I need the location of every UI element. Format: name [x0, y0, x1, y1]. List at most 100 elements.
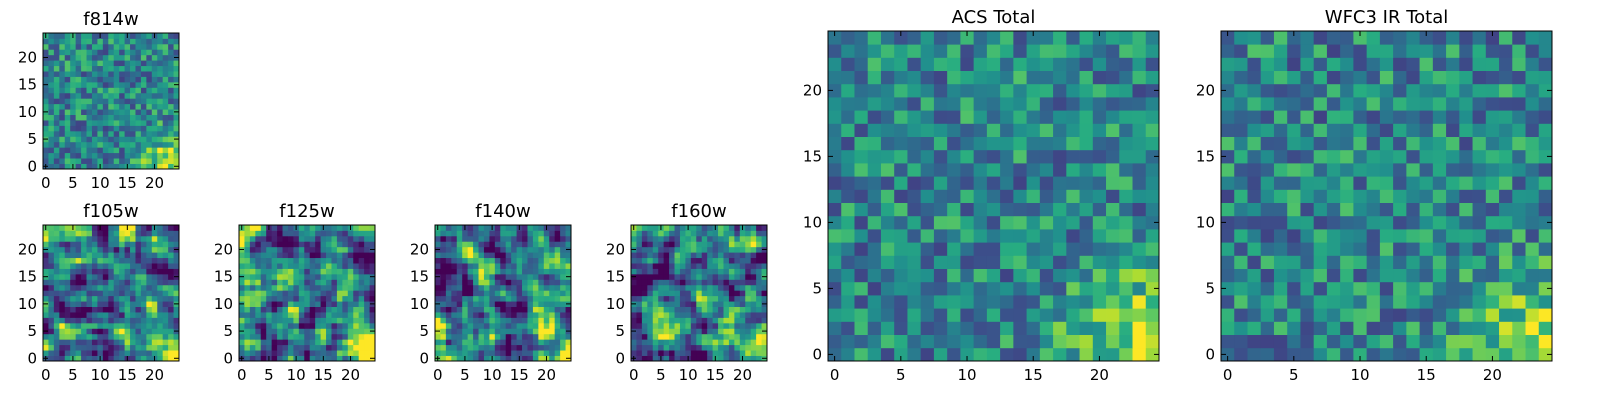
- heatmap-cell: [48, 344, 55, 351]
- heatmap-cell: [48, 339, 55, 346]
- heatmap-cell: [244, 279, 251, 286]
- heatmap-cell: [135, 163, 142, 170]
- heatmap-cell: [1472, 176, 1487, 190]
- heatmap-cell: [1013, 97, 1027, 111]
- heatmap-cell: [119, 152, 125, 159]
- heatmap-cell: [1221, 110, 1235, 124]
- heatmap-cell: [59, 241, 66, 248]
- heatmap-cell: [151, 252, 158, 259]
- heatmap-cell: [86, 273, 93, 280]
- heatmap-cell: [451, 241, 458, 248]
- heatmap-cell: [445, 246, 452, 253]
- heatmap-cell: [1234, 110, 1248, 124]
- heatmap-cell: [108, 355, 115, 362]
- heatmap-cell: [304, 295, 311, 302]
- heatmap-cell: [511, 322, 517, 329]
- heatmap-cell: [532, 301, 539, 307]
- heatmap-cell: [960, 44, 975, 58]
- heatmap-cell: [636, 290, 643, 297]
- heatmap-cell: [435, 230, 441, 237]
- heatmap-cell: [538, 333, 545, 340]
- heatmap-cell: [1247, 215, 1262, 230]
- heatmap-cell: [1273, 136, 1288, 151]
- heatmap-cell: [500, 301, 507, 307]
- heatmap-cell: [70, 81, 77, 88]
- heatmap-cell: [140, 76, 147, 83]
- heatmap-cell: [130, 328, 136, 335]
- heatmap-cell: [652, 312, 659, 318]
- heatmap-cell: [456, 295, 463, 302]
- heatmap-cell: [309, 333, 316, 340]
- heatmap-cell: [947, 163, 961, 177]
- heatmap-cell: [331, 333, 338, 340]
- heatmap-cell: [97, 344, 104, 351]
- heatmap-cell: [64, 279, 71, 286]
- heatmap-cell: [157, 263, 164, 269]
- heatmap-cell: [483, 263, 490, 269]
- heatmap-cell: [1039, 308, 1054, 322]
- heatmap-cell: [140, 350, 147, 356]
- heatmap-cell: [734, 263, 741, 269]
- heatmap-cell: [1013, 334, 1027, 349]
- heatmap-cell: [1247, 308, 1262, 322]
- heatmap-cell: [1340, 334, 1354, 349]
- heatmap-cell: [304, 279, 311, 286]
- heatmap-cell: [456, 268, 463, 275]
- heatmap-cell: [560, 279, 566, 286]
- heatmap-cell: [81, 263, 87, 269]
- heatmap-cell: [679, 241, 686, 248]
- heatmap-cell: [53, 339, 60, 346]
- heatmap-cell: [162, 339, 169, 346]
- heatmap-cell: [315, 350, 321, 356]
- heatmap-cell: [456, 344, 463, 351]
- heatmap-cell: [1247, 163, 1262, 177]
- heatmap-cell: [669, 252, 675, 259]
- heatmap-cell: [445, 350, 452, 356]
- heatmap-cell: [933, 202, 948, 217]
- heatmap-cell: [140, 141, 147, 148]
- heatmap-cell: [309, 246, 316, 253]
- heatmap-cell: [1300, 83, 1315, 98]
- heatmap-cell: [707, 273, 713, 280]
- heatmap-cell: [1538, 57, 1553, 71]
- heatmap-cell: [70, 76, 77, 83]
- heatmap-cell: [1026, 215, 1041, 230]
- heatmap-cell: [1273, 176, 1288, 190]
- heatmap-cell: [854, 281, 869, 296]
- heatmap-cell: [81, 81, 87, 88]
- heatmap-cell: [102, 76, 109, 83]
- heatmap-cell: [298, 328, 305, 335]
- heatmap-cell: [554, 279, 561, 286]
- heatmap-cell: [641, 246, 648, 253]
- heatmap-cell: [140, 257, 147, 264]
- heatmap-cell: [81, 87, 87, 94]
- heatmap-cell: [364, 225, 370, 231]
- heatmap-cell: [560, 306, 566, 313]
- heatmap-cell: [1039, 334, 1054, 349]
- heatmap-cell: [494, 230, 501, 237]
- heatmap-cell: [920, 215, 935, 230]
- heatmap-cell: [43, 98, 49, 105]
- heatmap-cell: [478, 306, 485, 313]
- heatmap-cell: [151, 92, 158, 99]
- heatmap-cell: [157, 43, 164, 50]
- heatmap-cell: [445, 333, 452, 340]
- heatmap-cell: [1326, 176, 1341, 190]
- y-tick-label: 15: [410, 268, 429, 286]
- heatmap-cell: [64, 60, 71, 67]
- heatmap-cell: [81, 333, 87, 340]
- heatmap-cell: [364, 322, 370, 329]
- x-tick-label: 10: [679, 366, 698, 384]
- heatmap-cell: [560, 284, 566, 291]
- heatmap-cell: [516, 312, 523, 318]
- heatmap-cell: [157, 147, 164, 154]
- heatmap-cell: [140, 252, 147, 259]
- heatmap-cell: [353, 295, 360, 302]
- heatmap-cell: [81, 350, 87, 356]
- heatmap-cell: [1538, 149, 1553, 164]
- heatmap-cell: [146, 344, 153, 351]
- heatmap-cell: [636, 306, 643, 313]
- heatmap-cell: [734, 252, 741, 259]
- heatmap-cell: [347, 333, 354, 340]
- heatmap-cell: [894, 110, 908, 124]
